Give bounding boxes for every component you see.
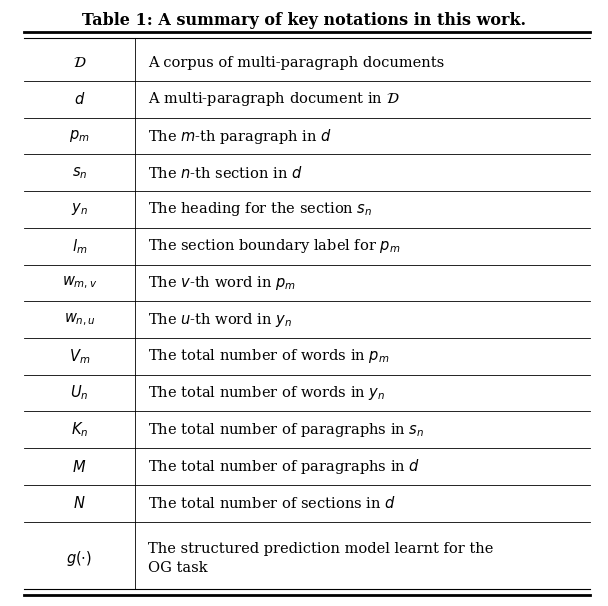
Text: The $n$-th section in $d$: The $n$-th section in $d$ bbox=[148, 165, 302, 181]
Text: $V_m$: $V_m$ bbox=[69, 347, 90, 366]
Text: $s_n$: $s_n$ bbox=[72, 165, 87, 181]
Text: $d$: $d$ bbox=[74, 92, 85, 107]
Text: $K_n$: $K_n$ bbox=[71, 421, 88, 439]
Text: $\mathcal{D}$: $\mathcal{D}$ bbox=[73, 56, 86, 70]
Text: $y_n$: $y_n$ bbox=[71, 201, 88, 218]
Text: $U_n$: $U_n$ bbox=[70, 384, 89, 402]
Text: $p_m$: $p_m$ bbox=[69, 128, 90, 144]
Text: $g(\cdot)$: $g(\cdot)$ bbox=[66, 549, 92, 568]
Text: The total number of words in $p_m$: The total number of words in $p_m$ bbox=[148, 347, 389, 365]
Text: The total number of paragraphs in $d$: The total number of paragraphs in $d$ bbox=[148, 457, 420, 476]
Text: The $u$-th word in $y_n$: The $u$-th word in $y_n$ bbox=[148, 311, 292, 328]
Text: The section boundary label for $p_m$: The section boundary label for $p_m$ bbox=[148, 237, 400, 255]
Text: OG task: OG task bbox=[148, 561, 207, 574]
Text: $M$: $M$ bbox=[72, 459, 86, 474]
Text: The $m$-th paragraph in $d$: The $m$-th paragraph in $d$ bbox=[148, 127, 332, 145]
Text: A multi-paragraph document in $\mathcal{D}$: A multi-paragraph document in $\mathcal{… bbox=[148, 90, 399, 108]
Text: The total number of sections in $d$: The total number of sections in $d$ bbox=[148, 495, 396, 511]
Text: The structured prediction model learnt for the: The structured prediction model learnt f… bbox=[148, 542, 493, 556]
Text: The $v$-th word in $p_m$: The $v$-th word in $p_m$ bbox=[148, 274, 295, 292]
Text: A corpus of multi-paragraph documents: A corpus of multi-paragraph documents bbox=[148, 56, 444, 70]
Text: The heading for the section $s_n$: The heading for the section $s_n$ bbox=[148, 201, 372, 219]
Text: $l_m$: $l_m$ bbox=[72, 237, 87, 256]
Text: The total number of words in $y_n$: The total number of words in $y_n$ bbox=[148, 384, 385, 402]
Text: $N$: $N$ bbox=[73, 495, 86, 511]
Text: Table 1: A summary of key notations in this work.: Table 1: A summary of key notations in t… bbox=[82, 12, 526, 29]
Text: $w_{n,u}$: $w_{n,u}$ bbox=[64, 311, 95, 328]
Text: $w_{m,v}$: $w_{m,v}$ bbox=[62, 275, 97, 291]
Text: The total number of paragraphs in $s_n$: The total number of paragraphs in $s_n$ bbox=[148, 421, 424, 439]
